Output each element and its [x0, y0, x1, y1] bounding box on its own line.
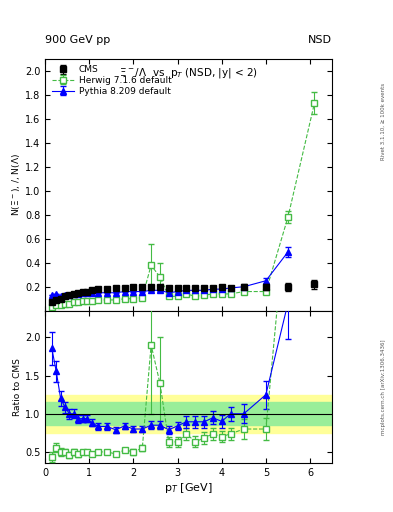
Y-axis label: N($\Xi^-$), /, N($\Lambda$): N($\Xi^-$), /, N($\Lambda$) [10, 153, 22, 217]
X-axis label: p$_T$ [GeV]: p$_T$ [GeV] [164, 481, 213, 495]
Text: NSD: NSD [308, 35, 332, 45]
Legend: CMS, Herwig 7.1.6 default, Pythia 8.209 default: CMS, Herwig 7.1.6 default, Pythia 8.209 … [48, 61, 175, 99]
Text: 900 GeV pp: 900 GeV pp [45, 35, 110, 45]
Text: $\Xi^-/\Lambda$  vs  p$_T$ (NSD, |y| < 2): $\Xi^-/\Lambda$ vs p$_T$ (NSD, |y| < 2) [119, 67, 258, 80]
Text: mcplots.cern.ch [arXiv:1306.3436]: mcplots.cern.ch [arXiv:1306.3436] [381, 339, 386, 435]
Y-axis label: Ratio to CMS: Ratio to CMS [13, 358, 22, 416]
Text: Rivet 3.1.10, ≥ 100k events: Rivet 3.1.10, ≥ 100k events [381, 83, 386, 160]
